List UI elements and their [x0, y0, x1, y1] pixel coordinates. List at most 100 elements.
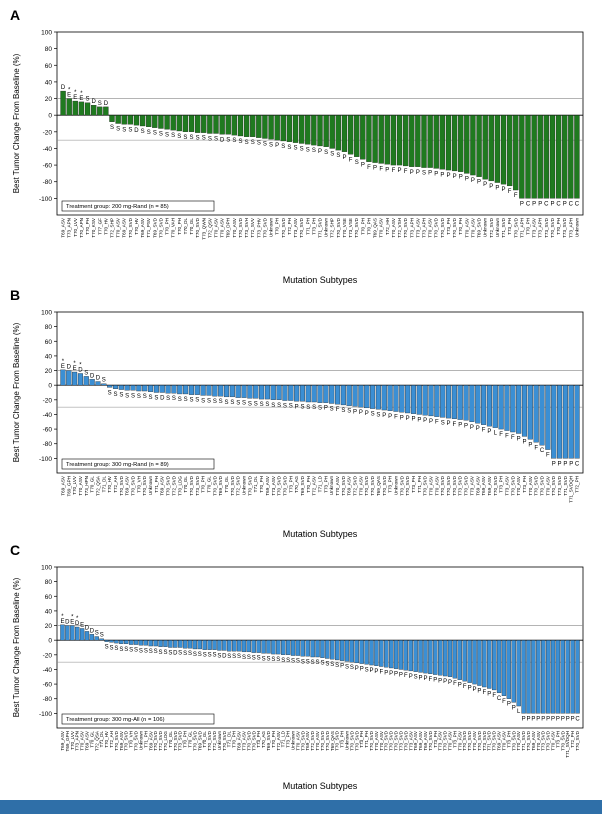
- y-tick-label: -100: [39, 711, 52, 718]
- bar-label: P: [556, 716, 560, 722]
- bar: [213, 115, 219, 134]
- bar-label: S: [149, 649, 153, 655]
- bar-label: S: [214, 136, 218, 142]
- bar-label: F: [404, 169, 408, 175]
- bar-label: S: [147, 130, 151, 136]
- category-label: T70_SVD: [403, 730, 408, 751]
- bar-label: C: [526, 201, 531, 207]
- bar: [70, 625, 75, 641]
- bar: [83, 376, 89, 386]
- y-tick-label: -60: [43, 682, 53, 689]
- category-label: T70_ASV: [374, 730, 379, 751]
- bar: [536, 640, 541, 714]
- bar-label: P: [487, 691, 491, 697]
- bar: [146, 115, 152, 127]
- bar: [148, 385, 154, 392]
- y-tick-label: -60: [43, 163, 53, 170]
- category-label: T70_SVD: [335, 730, 340, 751]
- bar-label: P: [468, 686, 472, 692]
- bar-label: S: [277, 403, 281, 409]
- bar: [422, 385, 428, 416]
- y-tick-label: 80: [45, 324, 53, 331]
- bar-label: S: [286, 658, 290, 664]
- bar: [410, 385, 417, 414]
- category-label: T69_ASV: [413, 730, 418, 751]
- bar: [325, 640, 330, 659]
- category-label: T70_VH: [129, 731, 134, 748]
- bar: [227, 640, 232, 652]
- bar: [418, 640, 423, 673]
- bar: [253, 385, 259, 399]
- bar: [192, 640, 198, 650]
- bar: [344, 640, 350, 662]
- significance-mark: *: [62, 359, 65, 365]
- category-label: T71_PH: [154, 476, 159, 493]
- bar-label: P: [502, 187, 506, 193]
- bar: [491, 640, 497, 691]
- bar-label: F: [367, 165, 371, 171]
- legend-box: [61, 200, 215, 212]
- bar: [428, 640, 433, 674]
- bar-label: E: [73, 95, 77, 101]
- category-label: T73_APH: [422, 218, 427, 238]
- bar: [109, 115, 115, 122]
- category-label: T70_PH: [201, 476, 206, 493]
- bar: [445, 385, 452, 419]
- category-label: T73_PH: [499, 476, 504, 493]
- category-label: T70_ASV: [464, 217, 469, 238]
- bar: [543, 115, 550, 199]
- category-label: T72_SHP: [330, 218, 335, 238]
- category-label: T73_QWN: [201, 218, 206, 240]
- bar: [555, 115, 562, 199]
- category-label: T70_SVD: [247, 475, 252, 496]
- category-label: T70_SVD: [158, 217, 163, 238]
- bar-label: S: [178, 397, 182, 403]
- bar: [104, 640, 109, 642]
- bar: [164, 115, 170, 130]
- bar: [261, 640, 266, 654]
- bar-label: S: [203, 653, 207, 659]
- bar: [451, 115, 458, 172]
- category-label: Unknown: [269, 218, 274, 238]
- category-label: T71_LD: [281, 730, 286, 747]
- bar-label: P: [353, 409, 357, 415]
- bar-label: F: [483, 690, 487, 696]
- bar: [320, 640, 325, 658]
- category-label: T70_GL: [202, 731, 207, 748]
- category-label: T73_ASV: [408, 730, 413, 751]
- bar: [259, 385, 265, 400]
- bar: [537, 115, 543, 199]
- category-label: T69_ASV: [531, 730, 536, 751]
- bar: [285, 640, 291, 655]
- bar: [66, 370, 72, 386]
- category-label: T70_SVD: [300, 730, 305, 751]
- bar: [264, 385, 270, 400]
- category-label: T70_SVD: [452, 217, 457, 238]
- category-label: T73_ASV: [271, 475, 276, 496]
- bar-label: P: [361, 162, 365, 168]
- bar: [457, 385, 463, 420]
- bar: [241, 385, 247, 398]
- bar: [176, 115, 182, 132]
- bar-label: F: [453, 681, 457, 687]
- bar: [237, 115, 244, 137]
- category-label: T70_SVD: [189, 475, 194, 496]
- bar-label: S: [281, 144, 285, 150]
- category-label: T71_PSV: [146, 217, 151, 238]
- bar-label: S: [141, 129, 145, 135]
- category-label: T69_ASV: [60, 475, 65, 496]
- category-label: T69_DPH: [226, 218, 231, 238]
- bar: [158, 115, 164, 129]
- category-label: T71_SVDQH: [569, 476, 574, 503]
- bar-label: P: [464, 423, 468, 429]
- bar: [482, 115, 488, 180]
- category-label: T73_PH: [340, 731, 345, 748]
- bar: [206, 385, 212, 396]
- bar: [399, 385, 405, 413]
- bar-label: P: [419, 675, 423, 681]
- bar: [84, 631, 90, 641]
- category-label: T70_SVD: [510, 475, 515, 496]
- category-label: T70_LDG: [163, 731, 168, 751]
- bar: [521, 385, 528, 437]
- plot-frame: [56, 31, 584, 216]
